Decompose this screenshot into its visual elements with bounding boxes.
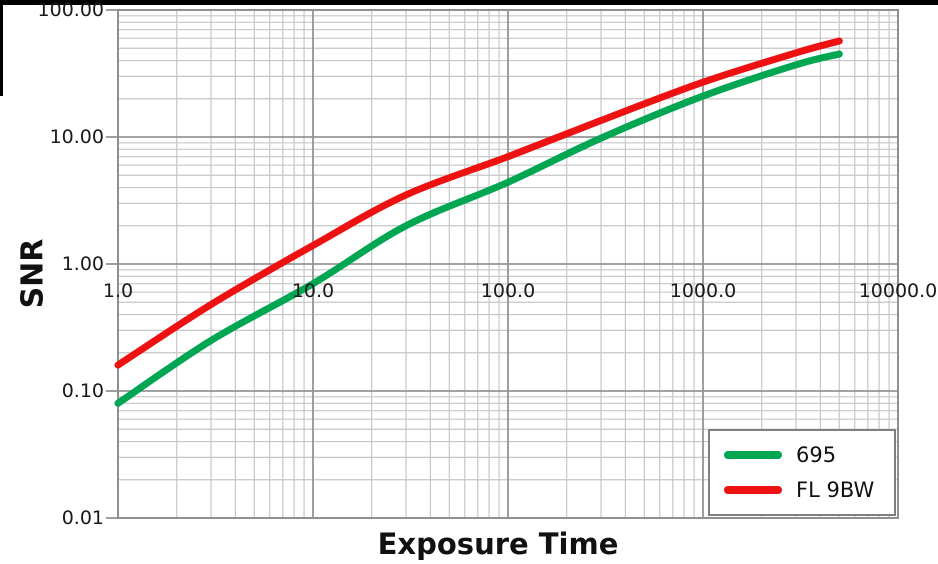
y-tick-label: 0.01 bbox=[61, 507, 104, 529]
x-axis-title: Exposure Time bbox=[377, 527, 619, 561]
legend: 695 FL 9BW bbox=[708, 429, 896, 516]
top-border-line bbox=[0, 0, 938, 5]
legend-item-695: 695 bbox=[724, 443, 894, 467]
x-tick-label: 1.0 bbox=[102, 280, 134, 302]
x-tick-label: 10000.0 bbox=[858, 280, 938, 302]
legend-swatch-red bbox=[724, 486, 782, 495]
legend-label: FL 9BW bbox=[796, 478, 875, 503]
y-tick-label: 100.00 bbox=[37, 0, 104, 21]
legend-swatch-green bbox=[724, 450, 782, 459]
y-tick-label: 0.10 bbox=[61, 380, 104, 402]
x-tick-label: 1000.0 bbox=[669, 280, 737, 302]
left-border-line bbox=[0, 0, 3, 96]
series-line-fl-9bw bbox=[114, 37, 843, 369]
y-tick-label: 1.00 bbox=[61, 253, 104, 275]
plot-border bbox=[117, 9, 899, 519]
legend-item-fl9bw: FL 9BW bbox=[724, 478, 894, 502]
x-tick-label: 100.0 bbox=[480, 280, 536, 302]
x-tick-label: 10.0 bbox=[291, 280, 335, 302]
series-line-695 bbox=[114, 50, 843, 407]
y-tick-label: 10.00 bbox=[49, 126, 104, 148]
legend-label: 695 bbox=[796, 442, 837, 467]
